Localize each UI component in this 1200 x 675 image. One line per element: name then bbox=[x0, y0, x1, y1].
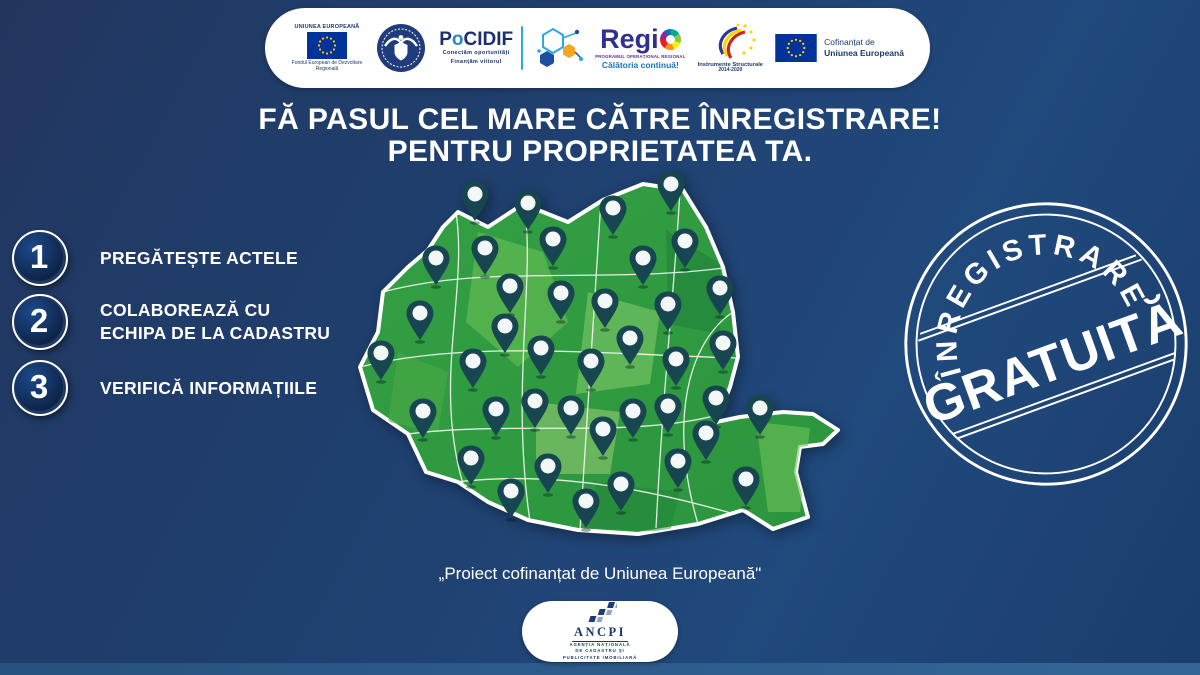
map-pin bbox=[482, 396, 510, 440]
romania-map bbox=[358, 172, 840, 536]
step-2-badge: 2 bbox=[12, 294, 68, 350]
map-pin bbox=[599, 195, 627, 239]
step-1-badge: 1 bbox=[12, 230, 68, 286]
map-pin bbox=[589, 416, 617, 460]
cofinance-line-2: Uniunea Europeană bbox=[824, 48, 904, 58]
eu-fund-logo: UNIUNEA EUROPEANĂ Fondul European de Dez… bbox=[291, 24, 363, 73]
gov-romania-logo bbox=[375, 22, 427, 74]
map-pin bbox=[671, 228, 699, 272]
eu-cofinance-logo: Cofinanțat de Uniunea Europeană bbox=[775, 34, 904, 62]
structural-years: 2014-2020 bbox=[718, 67, 743, 74]
structural-instruments-logo: Instrumente Structurale 2014-2020 bbox=[698, 22, 763, 74]
pocidif-tagline-2: Finanțăm viitorul bbox=[450, 58, 502, 65]
pocidif-name: PoCIDIF bbox=[439, 29, 514, 51]
map-pin bbox=[654, 393, 682, 437]
structural-swirl-icon bbox=[719, 23, 756, 59]
map-pin bbox=[732, 466, 760, 510]
map-pin bbox=[664, 448, 692, 492]
map-pin bbox=[654, 291, 682, 335]
map-pin bbox=[539, 226, 567, 270]
pocidif-tagline-1: Conectăm oportunități bbox=[442, 50, 510, 57]
map-pin bbox=[409, 398, 437, 442]
pocidif-molecule-icon bbox=[537, 27, 584, 67]
cofinance-quote: „Proiect cofinanțat de Uniunea Europeană… bbox=[438, 564, 762, 583]
gov-romania-seal-icon bbox=[377, 24, 426, 72]
map-pin bbox=[662, 346, 690, 390]
step-3: 3 VERIFICĂ INFORMAȚIILE bbox=[12, 360, 317, 416]
map-pins-layer bbox=[367, 172, 774, 532]
map-pin bbox=[514, 190, 542, 234]
map-pin bbox=[619, 398, 647, 442]
ancpi-line-2: DE CADASTRU ȘI bbox=[575, 648, 625, 654]
map-pin bbox=[521, 388, 549, 432]
map-pin bbox=[406, 300, 434, 344]
map-pin bbox=[591, 288, 619, 332]
pocidif-logo: PoCIDIF Conectăm oportunități Finanțăm v… bbox=[439, 24, 584, 72]
step-3-badge: 3 bbox=[12, 360, 68, 416]
eu-fund-subtitle: Fondul European de Dezvoltare Regională bbox=[291, 59, 363, 72]
header-logo-bar: UNIUNEA EUROPEANĂ Fondul European de Dez… bbox=[265, 8, 930, 88]
page-title: FĂ PASUL CEL MARE CĂTRE ÎNREGISTRARE! PE… bbox=[0, 104, 1200, 168]
map-pin bbox=[422, 245, 450, 289]
map-pin bbox=[497, 478, 525, 522]
structural-title: Instrumente Structurale bbox=[697, 61, 764, 68]
map-pin bbox=[577, 348, 605, 392]
bottom-strip bbox=[0, 663, 1200, 675]
map-pin bbox=[459, 348, 487, 392]
map-pin bbox=[534, 453, 562, 497]
ancpi-logo: ANCPI AGENȚIA NAȚIONALĂ DE CADASTRU ȘI P… bbox=[522, 601, 678, 662]
map-pin bbox=[629, 245, 657, 289]
regio-o-icon bbox=[659, 29, 681, 50]
map-pin bbox=[471, 235, 499, 279]
map-pin bbox=[457, 445, 485, 489]
step-1: 1 PREGĂTEȘTE ACTELE bbox=[12, 230, 298, 286]
step-1-label: PREGĂTEȘTE ACTELE bbox=[100, 247, 298, 268]
regio-subtitle: PROGRAMUL OPERAȚIONAL REGIONAL bbox=[595, 54, 686, 59]
ancpi-line-3: PUBLICITATE IMOBILIARĂ bbox=[562, 654, 638, 660]
map-pin bbox=[709, 330, 737, 374]
map-pin bbox=[657, 172, 685, 215]
cofinance-line-1: Cofinanțat de bbox=[824, 36, 875, 47]
step-2: 2 COLABOREAZĂ CU ECHIPA DE LA CADASTRU bbox=[12, 294, 335, 350]
map-pin bbox=[692, 420, 720, 464]
eu-flag-icon bbox=[775, 34, 817, 62]
map-pin bbox=[572, 488, 600, 532]
map-pin bbox=[367, 340, 395, 384]
ancpi-line-1: AGENȚIA NAȚIONALĂ bbox=[569, 642, 631, 648]
map-pin bbox=[616, 325, 644, 369]
map-pin bbox=[746, 395, 774, 439]
step-3-label: VERIFICĂ INFORMAȚIILE bbox=[100, 377, 318, 398]
free-registration-stamp: ÎNREGISTRARE GRATUITĂ bbox=[900, 198, 1189, 486]
map-pin bbox=[607, 471, 635, 515]
map-pin bbox=[527, 335, 555, 379]
step-2-label: COLABOREAZĂ CU ECHIPA DE LA CADASTRU bbox=[100, 300, 331, 343]
map-pin bbox=[557, 395, 585, 439]
map-pin bbox=[706, 275, 734, 319]
map-pin bbox=[461, 181, 489, 225]
map-pin bbox=[491, 313, 519, 357]
pocidif-divider bbox=[521, 26, 524, 70]
title-line-1: FĂ PASUL CEL MARE CĂTRE ÎNREGISTRARE! bbox=[258, 103, 942, 136]
eu-fund-title: UNIUNEA EUROPEANĂ bbox=[294, 23, 360, 30]
title-line-2: PENTRU PROPRIETATEA TA. bbox=[387, 134, 813, 168]
regio-logo: Regi PROGRAMUL OPERAȚIONAL REGIONAL Călă… bbox=[595, 26, 686, 71]
ancpi-squares-icon bbox=[588, 602, 617, 623]
regio-tagline: Călătoria continuă! bbox=[601, 60, 679, 70]
regio-name: Regi bbox=[600, 26, 681, 53]
map-pin bbox=[547, 280, 575, 324]
eu-flag-icon bbox=[307, 31, 347, 59]
ancpi-acronym: ANCPI bbox=[571, 625, 629, 643]
